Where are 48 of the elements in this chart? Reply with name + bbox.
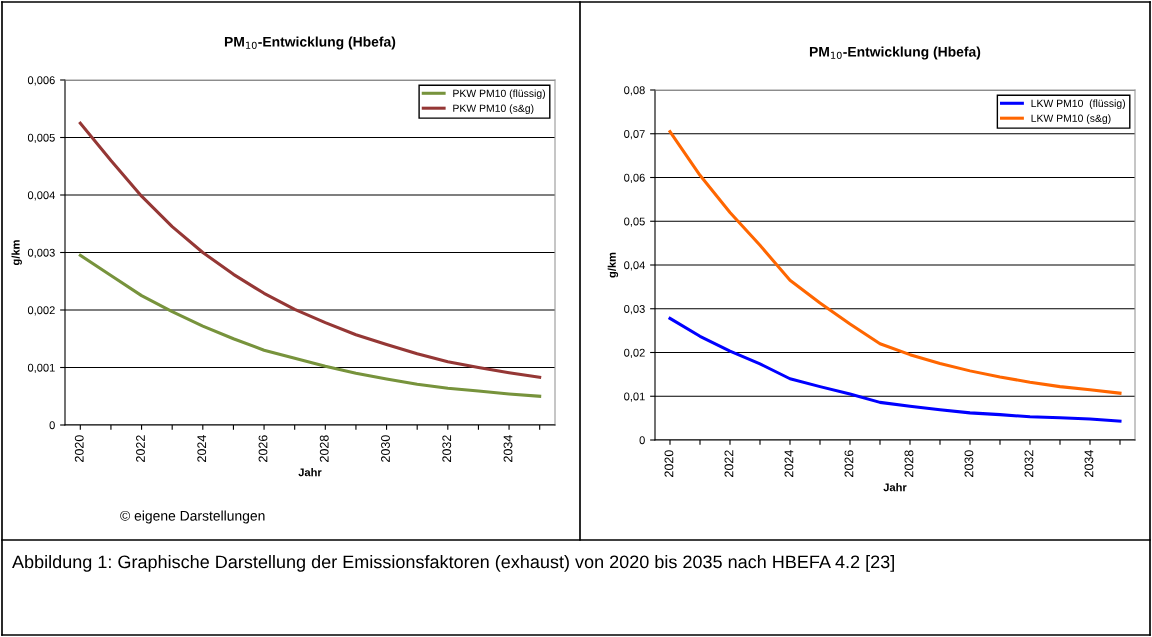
y-tick-label: 0,004	[27, 191, 55, 201]
x-tick-label: 2028	[904, 450, 914, 477]
legend-label: PKW PM10 (s&g)	[453, 104, 534, 114]
text: © eigene Darstellungen	[120, 510, 265, 524]
x-tick-label: 2034	[503, 435, 513, 462]
legend-label: LKW PM10 (s&g)	[1031, 114, 1111, 124]
text: Abbildung 1: Graphische Darstellung der Emissionsfaktoren (exhaust) von 2020 bis 2035 nach HBEFA 4.2 [23]	[12, 555, 894, 572]
y-tick-label: 0,01	[624, 392, 645, 402]
x-tick-label: 2020	[74, 435, 84, 462]
x-tick-label: 2026	[844, 450, 854, 477]
x-tick-label: 2022	[136, 435, 145, 462]
x-tick-label: 2030	[964, 450, 974, 477]
y-tick-label: 0,03	[624, 305, 645, 315]
x-tick-label: 2024	[784, 450, 794, 477]
x-tick-label: 2022	[724, 450, 734, 477]
y-tick-label: 0,07	[624, 130, 645, 140]
x-tick-label: 2028	[319, 435, 329, 462]
x-tick-label: 2024	[197, 435, 207, 462]
y-tick-label: 0,006	[27, 76, 55, 86]
y-tick-label: 0,04	[624, 261, 645, 271]
x-axis-title: Jahr	[883, 483, 907, 492]
line-series	[78, 253, 542, 398]
legend-label: PKW PM10 (flüssig)	[453, 89, 545, 100]
x-tick-label: 2030	[381, 435, 390, 462]
y-tick-label: 0,06	[624, 173, 645, 183]
line-series	[668, 130, 1122, 395]
y-axis-title: g/km	[11, 240, 22, 266]
y-tick-label: 0	[49, 421, 55, 430]
x-tick-label: 2032	[442, 435, 452, 462]
y-tick-label: 0,08	[624, 86, 645, 96]
y-tick-label: 0,002	[27, 306, 55, 316]
x-tick-label: 2034	[1084, 450, 1094, 477]
line-series	[668, 316, 1122, 423]
line-series	[78, 121, 542, 379]
legend-label: LKW PM10 (flüssig)	[1031, 99, 1125, 110]
y-tick-label: 0,005	[27, 133, 55, 143]
y-axis-title: g/km	[607, 252, 619, 278]
y-tick-label: 0,003	[27, 248, 55, 258]
x-tick-label: 2026	[258, 435, 268, 462]
x-axis-title: Jahr	[298, 468, 322, 477]
y-tick-label: 0,02	[624, 348, 645, 358]
y-tick-label: 0,05	[624, 217, 645, 227]
x-tick-label: 2020	[664, 450, 674, 477]
chart-title: PM$_{10}$-Entwicklung (Hbefa)	[224, 36, 396, 50]
x-tick-label: 2032	[1024, 450, 1034, 477]
chart-title: PM$_{10}$-Entwicklung (Hbefa)	[809, 46, 981, 60]
y-tick-label: 0,001	[27, 363, 55, 373]
y-tick-label: 0	[639, 436, 645, 445]
